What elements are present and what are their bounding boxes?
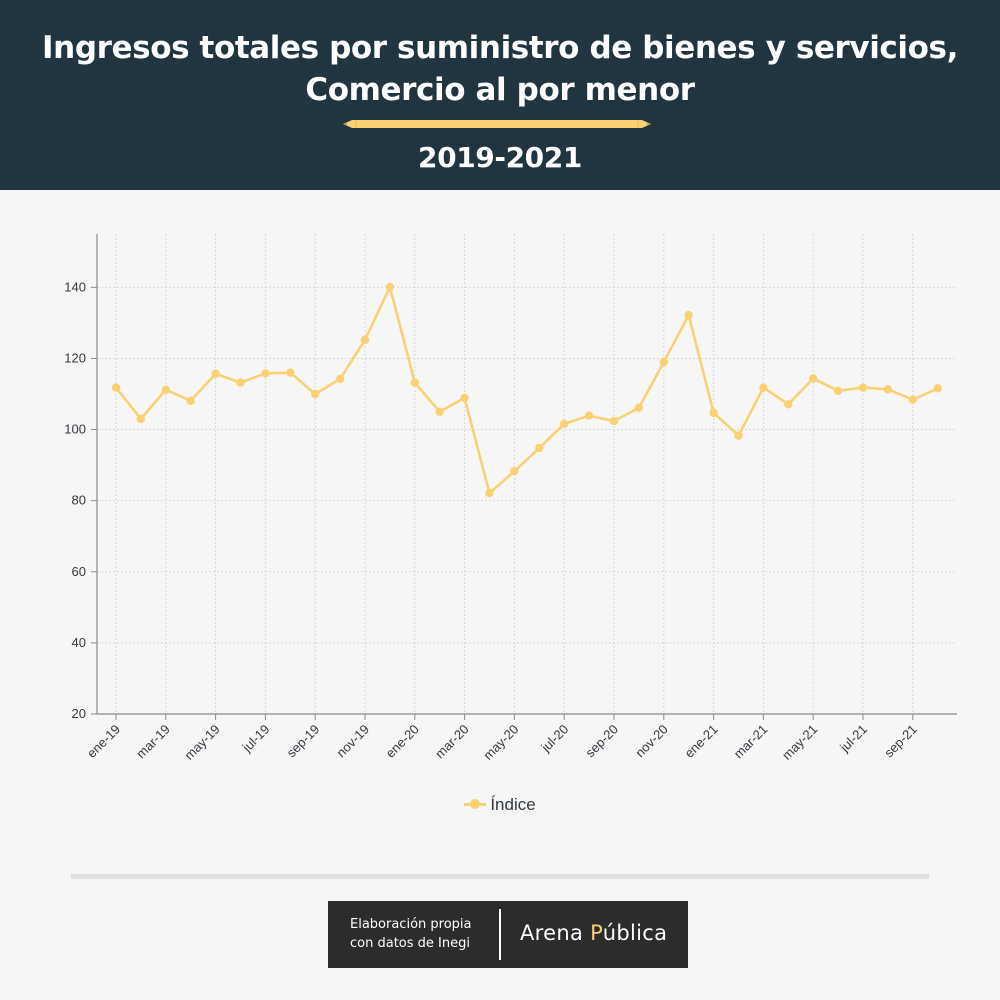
y-tick-label: 100 [64,422,86,437]
y-tick-label: 60 [72,564,86,579]
brand-name-part2: ública [602,921,668,945]
x-tick-label: nov-19 [333,722,372,761]
x-tick-label: ene-21 [681,722,720,761]
data-point [311,389,320,399]
series-line [114,285,939,495]
x-tick-label: ene-19 [84,722,123,761]
x-tick-label: may-19 [181,722,222,763]
x-tick-label: nov-20 [632,722,671,761]
data-point [933,384,942,393]
data-point [186,396,195,405]
data-point [609,416,619,426]
data-point [535,443,544,453]
x-tick-label: mar-21 [731,722,771,762]
y-tick-label: 40 [72,635,86,650]
data-point [709,408,718,418]
credit-line2: con datos de Inegi [350,936,470,951]
data-point [833,386,843,395]
data-point [659,357,668,367]
x-tick-label: mar-20 [432,722,472,762]
x-tick-label: may-21 [779,722,820,763]
data-point [286,368,295,377]
data-point [858,383,868,392]
data-point [759,383,768,392]
chart-subtitle: 2019-2021 [418,141,582,174]
data-point [809,374,818,383]
data-point [883,385,893,394]
chart-header: Ingresos totales por suministro de biene… [0,0,1000,190]
data-point [136,414,146,424]
chart-title-line1: Ingresos totales por suministro de biene… [42,30,958,66]
tick-label-layer: 20 40 60 80 100 120 140 ene-19 mar-19 may-19 jul-1… [64,279,920,762]
data-point [385,282,395,292]
legend-marker-icon [464,797,487,811]
data-point [584,411,594,420]
y-tick-label: 80 [72,493,86,508]
grid-layer [97,234,957,714]
x-tick-label: jul-21 [836,722,870,756]
footer-divider [71,874,929,879]
data-point [261,369,270,378]
chart-legend: Índice [0,795,1000,815]
credit-separator [499,909,501,960]
brand-name-part1: Arena [520,921,591,945]
data-point [784,400,793,409]
x-tick-label: jul-20 [538,722,572,756]
line-chart: 20 40 60 80 100 120 140 ene-19 mar-19 may-19 jul-1… [64,234,957,763]
data-point [435,407,444,416]
data-point [460,393,469,403]
data-point [734,431,743,440]
data-point [410,378,419,387]
y-tick-label: 20 [72,706,86,721]
data-point [161,385,170,394]
x-tick-label: may-20 [480,722,521,763]
data-point [684,310,693,320]
data-point [560,419,569,429]
y-tick-label: 140 [64,279,86,294]
brand-logo: Arena Pública [520,921,667,945]
data-point [236,378,245,387]
data-point [485,489,494,498]
credit-line1: Elaboración propia [350,917,472,932]
data-point [360,335,370,345]
pencil-divider-icon [343,120,651,128]
data-point [111,383,121,392]
x-tick-label: sep-21 [881,722,920,761]
credit-text: Elaboración propia con datos de Inegi [350,915,472,953]
legend-label: Índice [490,795,536,814]
x-tick-label: mar-19 [133,722,173,762]
series-layer [111,282,942,498]
data-point [510,466,519,476]
data-point [211,369,220,378]
x-tick-label: sep-20 [582,722,621,761]
data-point [908,395,917,404]
y-tick-label: 120 [64,350,86,365]
chart-title: Ingresos totales por suministro de biene… [0,27,1000,111]
chart-title-line2: Comercio al por menor [305,72,695,108]
brand-name-accent: P [590,921,603,945]
x-tick-label: sep-19 [284,722,323,761]
axis-layer [91,234,957,720]
x-tick-label: jul-19 [239,722,273,756]
x-tick-label: ene-20 [383,722,422,761]
credit-box: Elaboración propia con datos de Inegi Ar… [328,901,688,968]
data-point [634,403,644,413]
data-point [335,374,345,384]
